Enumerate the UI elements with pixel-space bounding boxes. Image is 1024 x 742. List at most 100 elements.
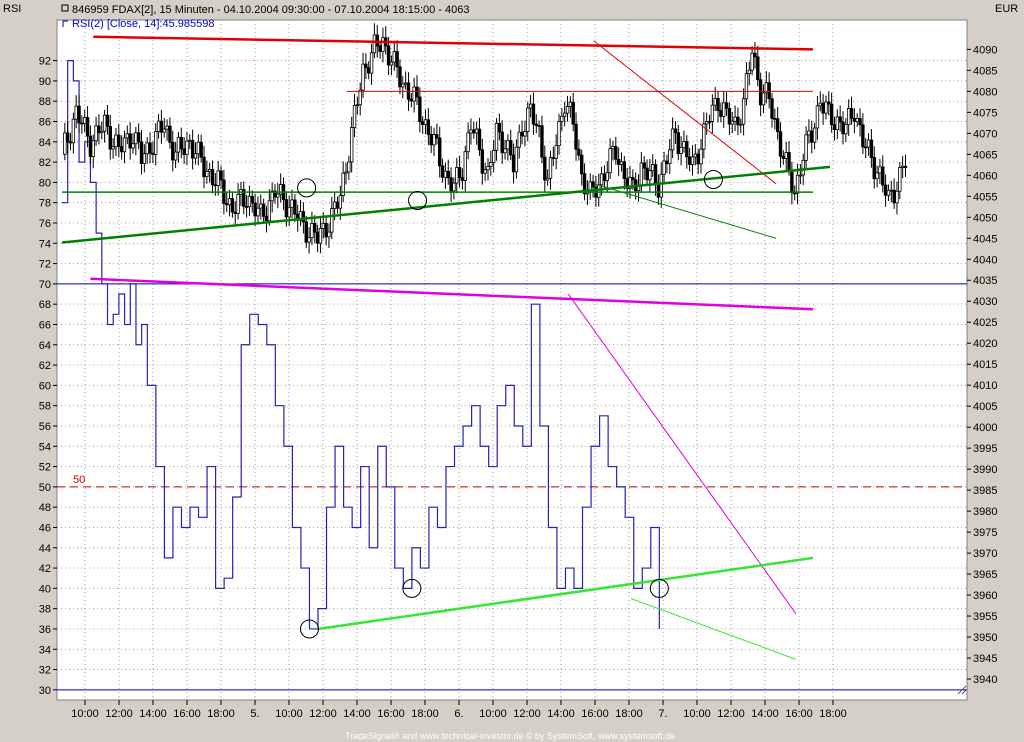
price-candle (838, 116, 842, 123)
price-candle (889, 189, 893, 192)
price-candle (171, 141, 175, 161)
price-candle (898, 167, 902, 192)
price-candle (622, 161, 627, 180)
price-candle (670, 128, 675, 151)
price-candle (344, 171, 348, 174)
price-candle (105, 114, 110, 127)
price-candle (900, 165, 905, 168)
left-tick-label: 90 (39, 76, 51, 88)
price-candle (687, 156, 692, 165)
price-candle (804, 134, 808, 161)
price-candle (199, 141, 203, 158)
price-candle (775, 118, 780, 133)
price-candle (324, 222, 328, 238)
price-candle (665, 160, 669, 165)
price-candle (128, 133, 132, 149)
price-candle (693, 153, 698, 158)
price-candle (770, 98, 774, 119)
price-candle (903, 165, 908, 169)
x-tick-label: 16:00 (173, 708, 201, 720)
price-candle (704, 121, 709, 125)
price-candle (491, 150, 496, 163)
price-candle (125, 133, 130, 139)
price-candle (844, 124, 848, 135)
price-candle (185, 140, 189, 155)
price-candle (236, 194, 240, 214)
right-tick-label: 3955 (973, 611, 997, 623)
price-candle (798, 174, 803, 177)
price-candle (466, 132, 470, 153)
price-candle (341, 172, 345, 197)
price-candle (420, 121, 425, 126)
left-tick-label: 58 (39, 401, 51, 413)
x-tick-label: 16:00 (581, 708, 609, 720)
trendline (593, 183, 777, 239)
resize-grip-icon[interactable] (957, 685, 967, 695)
price-candle (386, 45, 391, 66)
price-candle (372, 34, 377, 54)
price-candle (568, 101, 573, 107)
price-candle (602, 173, 607, 181)
rsi-legend-marker (62, 20, 68, 27)
price-candle (77, 105, 81, 124)
price-candle (557, 120, 561, 147)
price-candle (151, 152, 155, 155)
right-tick-label: 4085 (973, 65, 997, 77)
price-candle (332, 201, 337, 209)
price-candle (290, 199, 294, 208)
price-candle (702, 123, 706, 150)
price-candle (284, 199, 289, 218)
price-candle (256, 207, 260, 217)
left-tick-label: 54 (39, 441, 51, 453)
left-tick-label: 64 (39, 340, 51, 352)
x-tick-label: 12:00 (513, 708, 541, 720)
price-candle (472, 129, 476, 134)
price-candle (80, 122, 84, 125)
price-candle (264, 215, 269, 222)
x-tick-label: 18:00 (207, 708, 235, 720)
right-tick-label: 4080 (973, 86, 997, 98)
price-candle (747, 69, 751, 75)
price-candle (679, 147, 683, 154)
left-tick-label: 80 (39, 177, 51, 189)
price-candle (83, 117, 87, 124)
price-candle (744, 73, 749, 100)
price-candle (846, 108, 851, 125)
price-candle (449, 177, 453, 192)
right-tick-label: 4015 (973, 359, 997, 371)
right-tick-label: 3990 (973, 464, 997, 476)
price-candle (364, 63, 368, 69)
price-candle (358, 89, 362, 106)
price-candle (562, 112, 567, 117)
left-tick-label: 84 (39, 137, 51, 149)
right-tick-label: 4000 (973, 422, 997, 434)
right-tick-label: 4070 (973, 128, 997, 140)
price-candle (656, 183, 661, 198)
price-candle (852, 117, 857, 122)
x-tick-label: 12:00 (717, 708, 745, 720)
price-candle (88, 135, 93, 157)
price-candle (739, 123, 743, 126)
price-candle (131, 143, 135, 149)
price-candle (722, 102, 726, 117)
price-candle (517, 131, 521, 148)
price-candle (460, 177, 465, 181)
price-candle (179, 136, 183, 150)
price-candle (68, 141, 73, 144)
price-candle (545, 177, 550, 181)
trendline (567, 293, 797, 615)
price-candle (142, 153, 147, 164)
price-candle (477, 128, 482, 151)
price-candle (784, 152, 788, 159)
price-candle (526, 107, 530, 132)
right-tick-label: 4040 (973, 254, 997, 266)
price-candle (446, 170, 450, 179)
left-tick-label: 32 (39, 665, 51, 677)
price-candle (673, 128, 678, 134)
price-candle (100, 130, 104, 134)
price-candle (375, 34, 379, 47)
price-candle (571, 101, 575, 125)
price-candle (815, 105, 820, 129)
price-candle (832, 124, 837, 131)
price-candle (176, 136, 181, 153)
